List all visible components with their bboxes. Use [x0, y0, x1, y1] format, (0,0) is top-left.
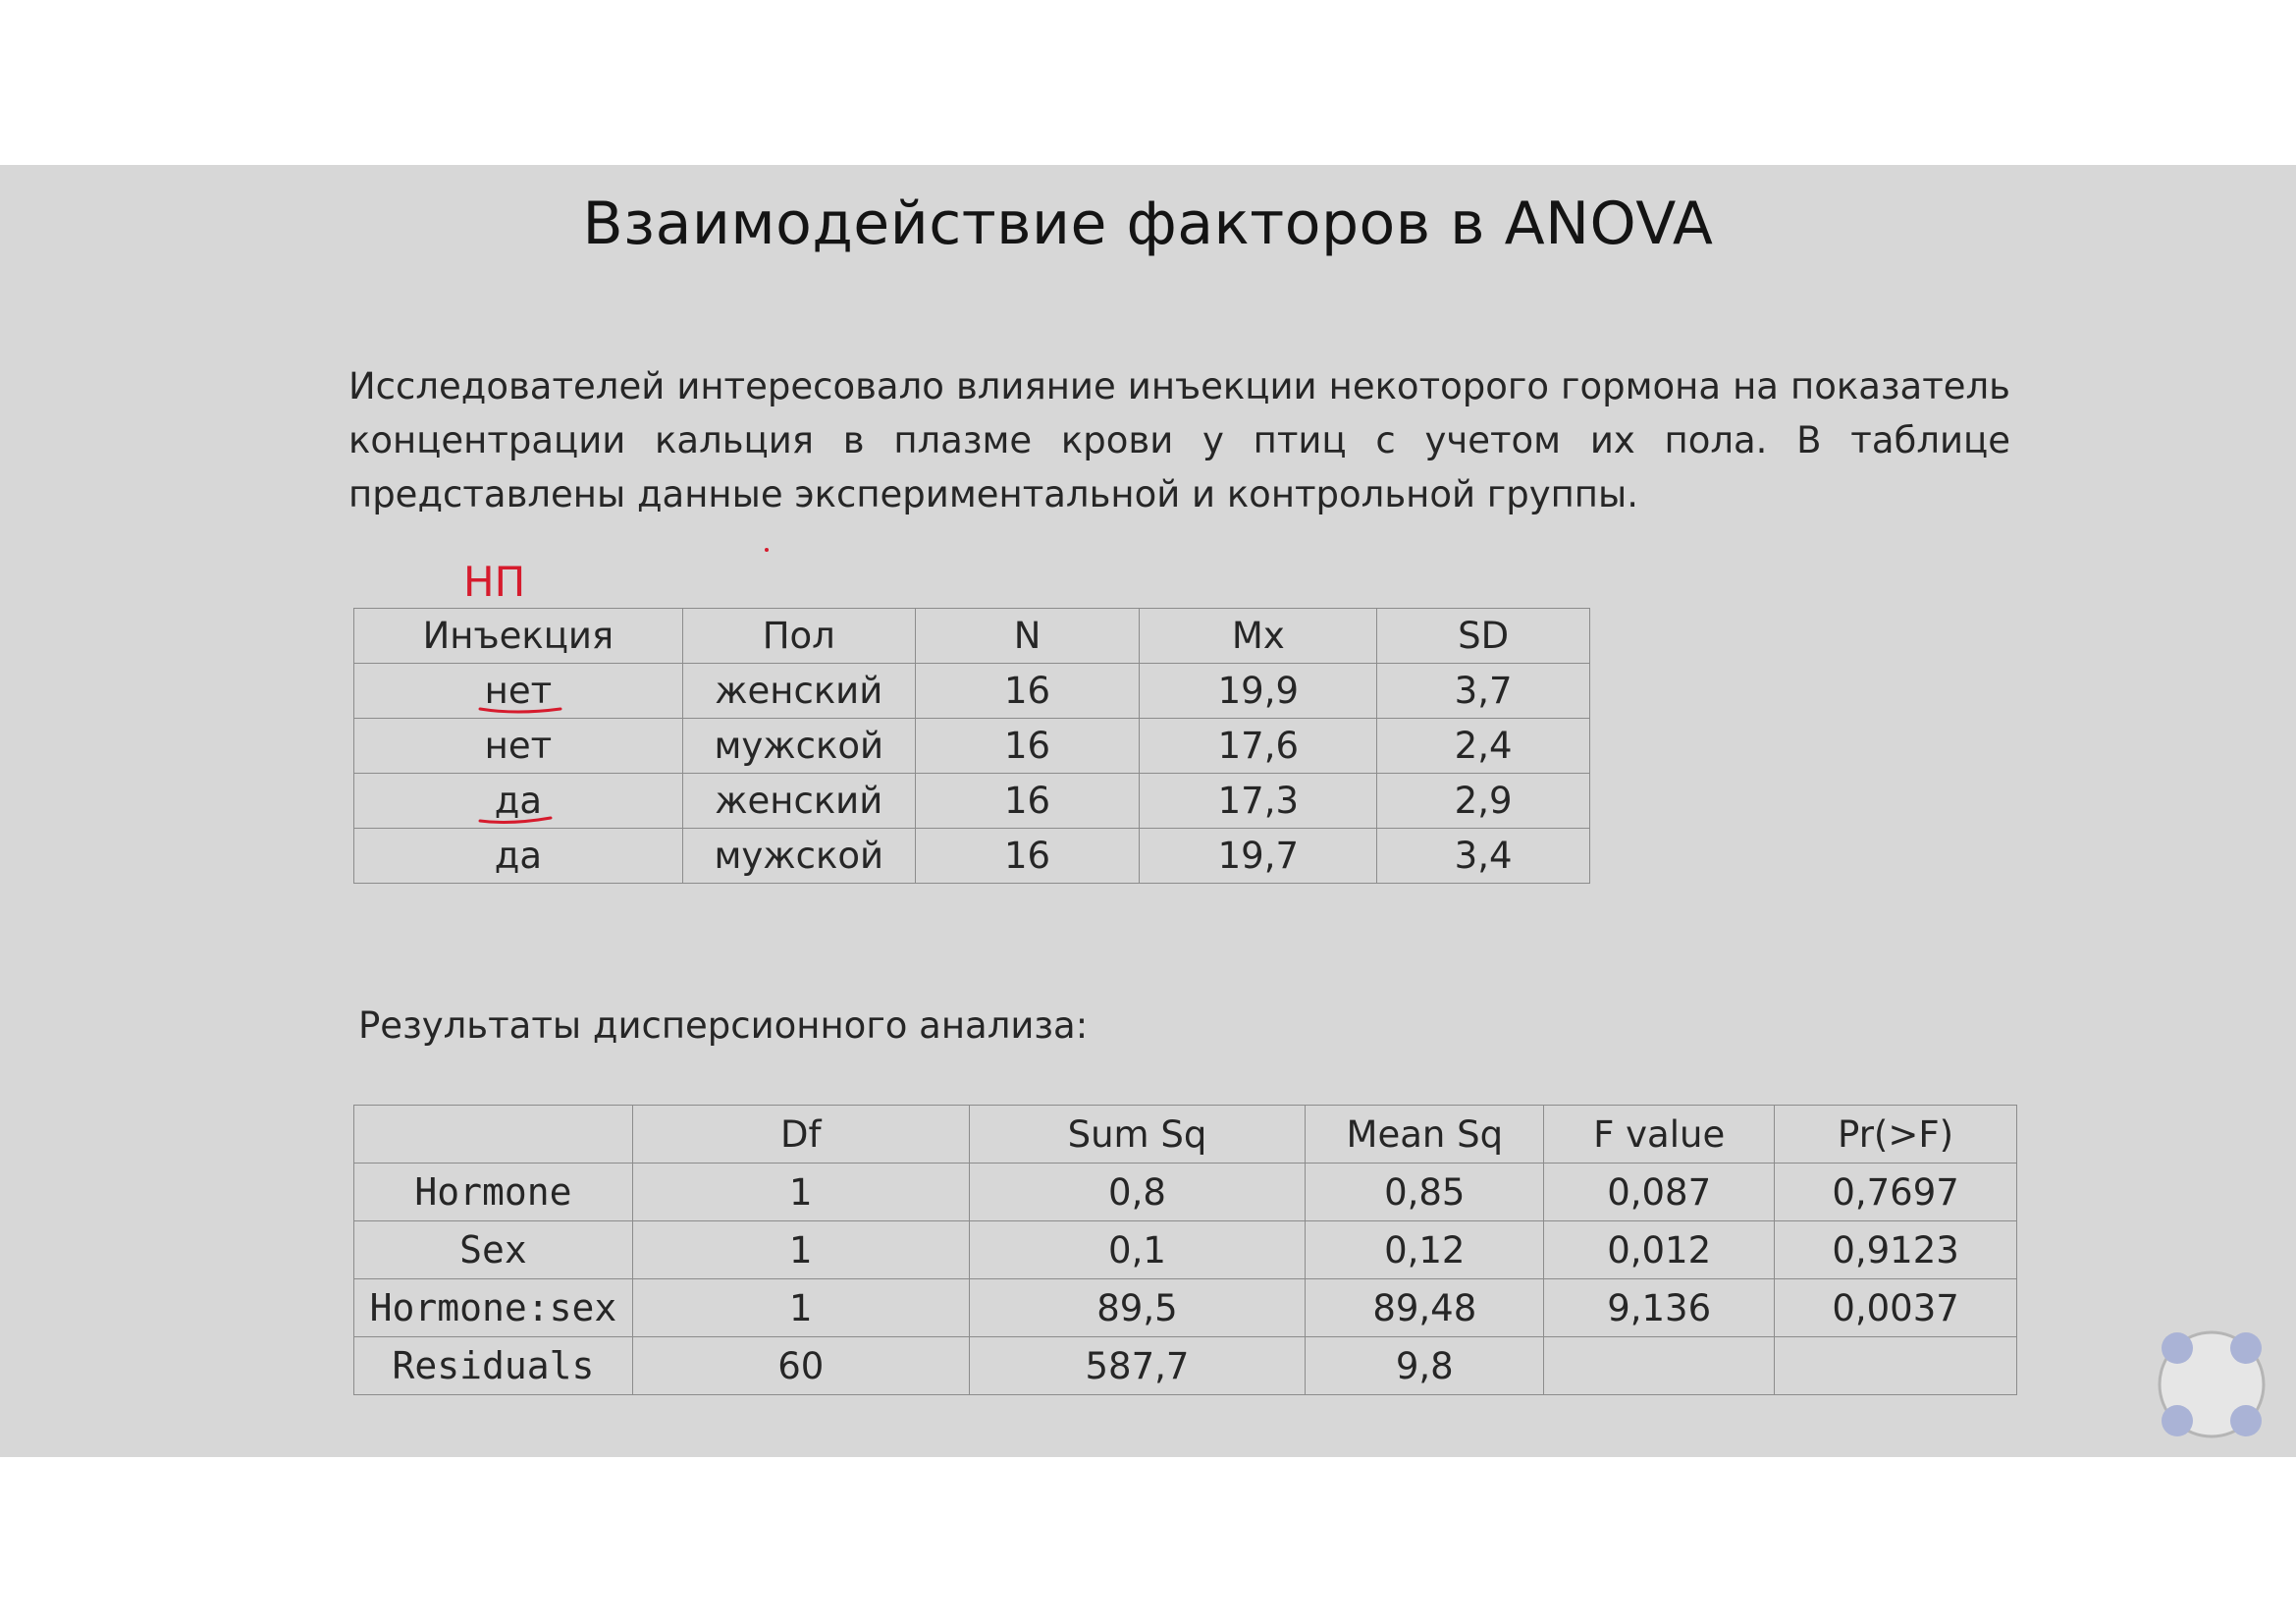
table-row: Sex 1 0,1 0,12 0,012 0,9123	[353, 1220, 2017, 1279]
cell-text: да	[494, 780, 543, 822]
table-cell	[1543, 1336, 1776, 1395]
table-cell: 0,7697	[1774, 1163, 2017, 1221]
row-label: Hormone:sex	[353, 1278, 633, 1337]
results-heading: Результаты дисперсионного анализа:	[358, 1004, 1089, 1047]
table-cell: 16	[914, 663, 1141, 719]
table-cell: 2,4	[1376, 718, 1590, 774]
table-cell: 1	[631, 1163, 970, 1221]
row-label: Sex	[353, 1220, 633, 1279]
table-cell: да	[353, 828, 683, 884]
four-dot-control-icon-graphic	[2158, 1330, 2266, 1438]
table-row: нет мужской 16 17,6 2,4	[353, 718, 1590, 774]
handwritten-annotation: НП	[463, 558, 526, 606]
table-cell: 16	[914, 718, 1141, 774]
header-cell: Инъекция	[353, 608, 683, 664]
table-cell: 0,1	[968, 1220, 1307, 1279]
table-cell: да	[353, 773, 683, 829]
table-cell: 16	[914, 773, 1141, 829]
red-underline-mark	[478, 707, 562, 714]
header-cell: Пол	[681, 608, 916, 664]
table-cell: 1	[631, 1278, 970, 1337]
table-cell: мужской	[681, 718, 916, 774]
table-cell: 19,9	[1139, 663, 1378, 719]
table-cell: нет	[353, 663, 683, 719]
table-row: Hormone 1 0,8 0,85 0,087 0,7697	[353, 1163, 2017, 1221]
table-header-row: Инъекция Пол N Mx SD	[353, 608, 1590, 664]
table-header-row: Df Sum Sq Mean Sq F value Pr(>F)	[353, 1105, 2017, 1164]
four-dot-control-icon[interactable]	[2153, 1326, 2270, 1443]
table-cell: 19,7	[1139, 828, 1378, 884]
table-cell: 3,7	[1376, 663, 1590, 719]
table-cell: женский	[681, 663, 916, 719]
header-cell: Mean Sq	[1305, 1105, 1545, 1164]
table-cell: 0,012	[1543, 1220, 1776, 1279]
table-cell: 2,9	[1376, 773, 1590, 829]
table-cell: 3,4	[1376, 828, 1590, 884]
row-label: Hormone	[353, 1163, 633, 1221]
table-row: Residuals 60 587,7 9,8	[353, 1336, 2017, 1395]
table-cell: 0,087	[1543, 1163, 1776, 1221]
table-row: да женский 16 17,3 2,9	[353, 773, 1590, 829]
table-cell: 89,5	[968, 1278, 1307, 1337]
pen-dot-mark	[765, 548, 769, 552]
cell-text: нет	[484, 670, 553, 712]
header-cell: Pr(>F)	[1774, 1105, 2017, 1164]
table-row: да мужской 16 19,7 3,4	[353, 828, 1590, 884]
table-cell: 9,136	[1543, 1278, 1776, 1337]
table-cell: 587,7	[968, 1336, 1307, 1395]
table-cell: 0,85	[1305, 1163, 1545, 1221]
intro-paragraph: Исследователей интересовало влияние инъе…	[348, 365, 2010, 515]
table-cell: 0,8	[968, 1163, 1307, 1221]
table-cell: 16	[914, 828, 1141, 884]
table-cell: 60	[631, 1336, 970, 1395]
table-cell: нет	[353, 718, 683, 774]
table-cell: 0,12	[1305, 1220, 1545, 1279]
table-cell: женский	[681, 773, 916, 829]
table-cell: 0,9123	[1774, 1220, 2017, 1279]
table-cell: мужской	[681, 828, 916, 884]
header-cell: Sum Sq	[968, 1105, 1307, 1164]
header-cell: SD	[1376, 608, 1590, 664]
table-cell: 0,0037	[1774, 1278, 2017, 1337]
header-cell: F value	[1543, 1105, 1776, 1164]
row-label: Residuals	[353, 1336, 633, 1395]
descriptive-table: Инъекция Пол N Mx SD нет женский 16 19,9…	[353, 608, 1590, 884]
table-cell: 89,48	[1305, 1278, 1545, 1337]
header-cell	[353, 1105, 633, 1164]
table-cell: 1	[631, 1220, 970, 1279]
table-row: нет женский 16 19,9 3,7	[353, 663, 1590, 719]
slide: Взаимодействие факторов в ANOVA Исследов…	[0, 165, 2296, 1457]
table-cell	[1774, 1336, 2017, 1395]
header-cell: Mx	[1139, 608, 1378, 664]
table-row: Hormone:sex 1 89,5 89,48 9,136 0,0037	[353, 1278, 2017, 1337]
header-cell: N	[914, 608, 1141, 664]
anova-table: Df Sum Sq Mean Sq F value Pr(>F) Hormone…	[353, 1105, 2017, 1395]
slide-title: Взаимодействие факторов в ANOVA	[582, 189, 1714, 258]
table-cell: 17,3	[1139, 773, 1378, 829]
table-cell: 9,8	[1305, 1336, 1545, 1395]
table-cell: 17,6	[1139, 718, 1378, 774]
header-cell: Df	[631, 1105, 970, 1164]
red-underline-mark	[478, 816, 553, 824]
